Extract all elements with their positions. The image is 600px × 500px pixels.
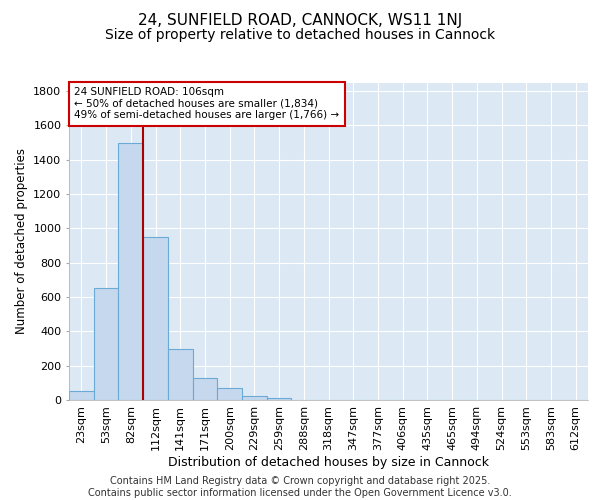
Bar <box>69 392 94 400</box>
Bar <box>94 288 118 400</box>
X-axis label: Distribution of detached houses by size in Cannock: Distribution of detached houses by size … <box>168 456 489 468</box>
Bar <box>168 348 193 400</box>
Bar <box>267 398 292 400</box>
Text: Contains HM Land Registry data © Crown copyright and database right 2025.
Contai: Contains HM Land Registry data © Crown c… <box>88 476 512 498</box>
Bar <box>118 142 143 400</box>
Bar <box>193 378 217 400</box>
Y-axis label: Number of detached properties: Number of detached properties <box>14 148 28 334</box>
Bar <box>143 237 168 400</box>
Text: 24 SUNFIELD ROAD: 106sqm
← 50% of detached houses are smaller (1,834)
49% of sem: 24 SUNFIELD ROAD: 106sqm ← 50% of detach… <box>74 88 340 120</box>
Bar <box>242 396 267 400</box>
Text: Size of property relative to detached houses in Cannock: Size of property relative to detached ho… <box>105 28 495 42</box>
Bar <box>217 388 242 400</box>
Text: 24, SUNFIELD ROAD, CANNOCK, WS11 1NJ: 24, SUNFIELD ROAD, CANNOCK, WS11 1NJ <box>138 12 462 28</box>
